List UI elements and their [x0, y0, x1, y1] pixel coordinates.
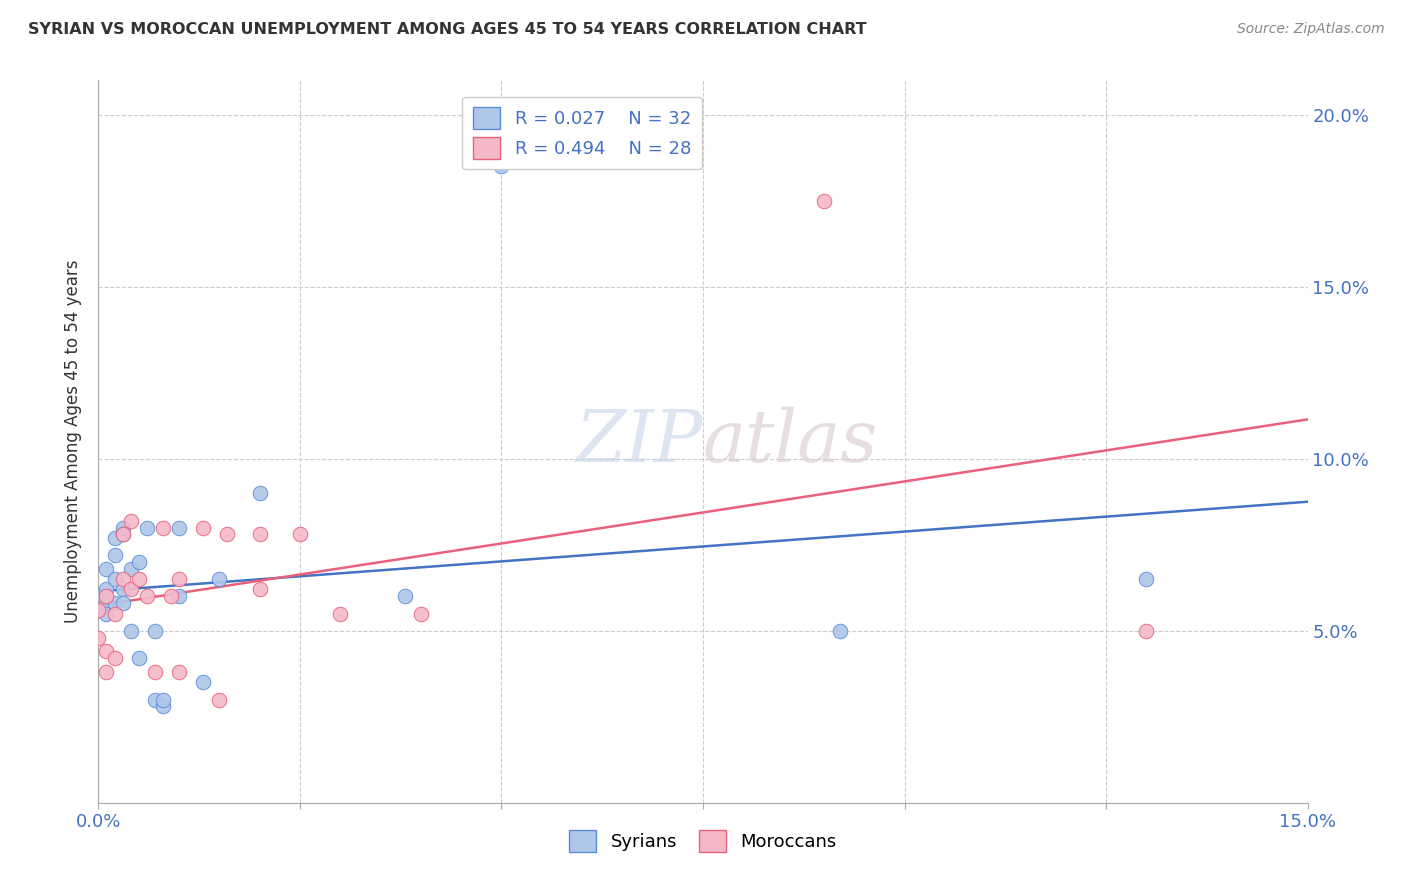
Point	[152, 699, 174, 714]
Point	[135, 520, 157, 534]
Point	[249, 527, 271, 541]
Point	[120, 514, 142, 528]
Point	[120, 582, 142, 597]
Text: ZIP: ZIP	[575, 406, 703, 477]
Point	[828, 624, 851, 638]
Point	[87, 603, 110, 617]
Point	[409, 607, 432, 621]
Point	[135, 590, 157, 604]
Point	[96, 644, 118, 658]
Text: atlas: atlas	[703, 406, 879, 477]
Point	[143, 692, 166, 706]
Point	[120, 624, 142, 638]
Point	[167, 665, 190, 679]
Point	[143, 665, 166, 679]
Point	[111, 596, 134, 610]
Y-axis label: Unemployment Among Ages 45 to 54 years: Unemployment Among Ages 45 to 54 years	[65, 260, 83, 624]
Point	[96, 582, 118, 597]
Point	[167, 590, 190, 604]
Point	[128, 651, 150, 665]
Point	[193, 520, 215, 534]
Point	[329, 607, 352, 621]
Point	[87, 590, 110, 604]
Legend: Syrians, Moroccans: Syrians, Moroccans	[562, 822, 844, 859]
Point	[103, 607, 125, 621]
Point	[103, 572, 125, 586]
Point	[160, 590, 183, 604]
Point	[217, 527, 239, 541]
Point	[208, 692, 231, 706]
Point	[193, 675, 215, 690]
Point	[96, 590, 118, 604]
Point	[152, 520, 174, 534]
Point	[143, 624, 166, 638]
Point	[103, 596, 125, 610]
Point	[96, 562, 118, 576]
Point	[128, 555, 150, 569]
Point	[111, 582, 134, 597]
Point	[96, 596, 118, 610]
Point	[152, 692, 174, 706]
Point	[288, 527, 311, 541]
Point	[128, 572, 150, 586]
Point	[87, 603, 110, 617]
Point	[208, 572, 231, 586]
Point	[394, 590, 416, 604]
Point	[96, 607, 118, 621]
Point	[813, 194, 835, 208]
Point	[120, 562, 142, 576]
Point	[167, 520, 190, 534]
Point	[103, 531, 125, 545]
Point	[96, 665, 118, 679]
Text: Source: ZipAtlas.com: Source: ZipAtlas.com	[1237, 22, 1385, 37]
Point	[249, 582, 271, 597]
Text: SYRIAN VS MOROCCAN UNEMPLOYMENT AMONG AGES 45 TO 54 YEARS CORRELATION CHART: SYRIAN VS MOROCCAN UNEMPLOYMENT AMONG AG…	[28, 22, 866, 37]
Point	[1135, 624, 1157, 638]
Point	[1135, 572, 1157, 586]
Point	[111, 572, 134, 586]
Point	[103, 651, 125, 665]
Point	[111, 527, 134, 541]
Point	[111, 527, 134, 541]
Point	[491, 159, 513, 173]
Point	[111, 520, 134, 534]
Point	[167, 572, 190, 586]
Point	[87, 631, 110, 645]
Point	[103, 548, 125, 562]
Point	[249, 486, 271, 500]
